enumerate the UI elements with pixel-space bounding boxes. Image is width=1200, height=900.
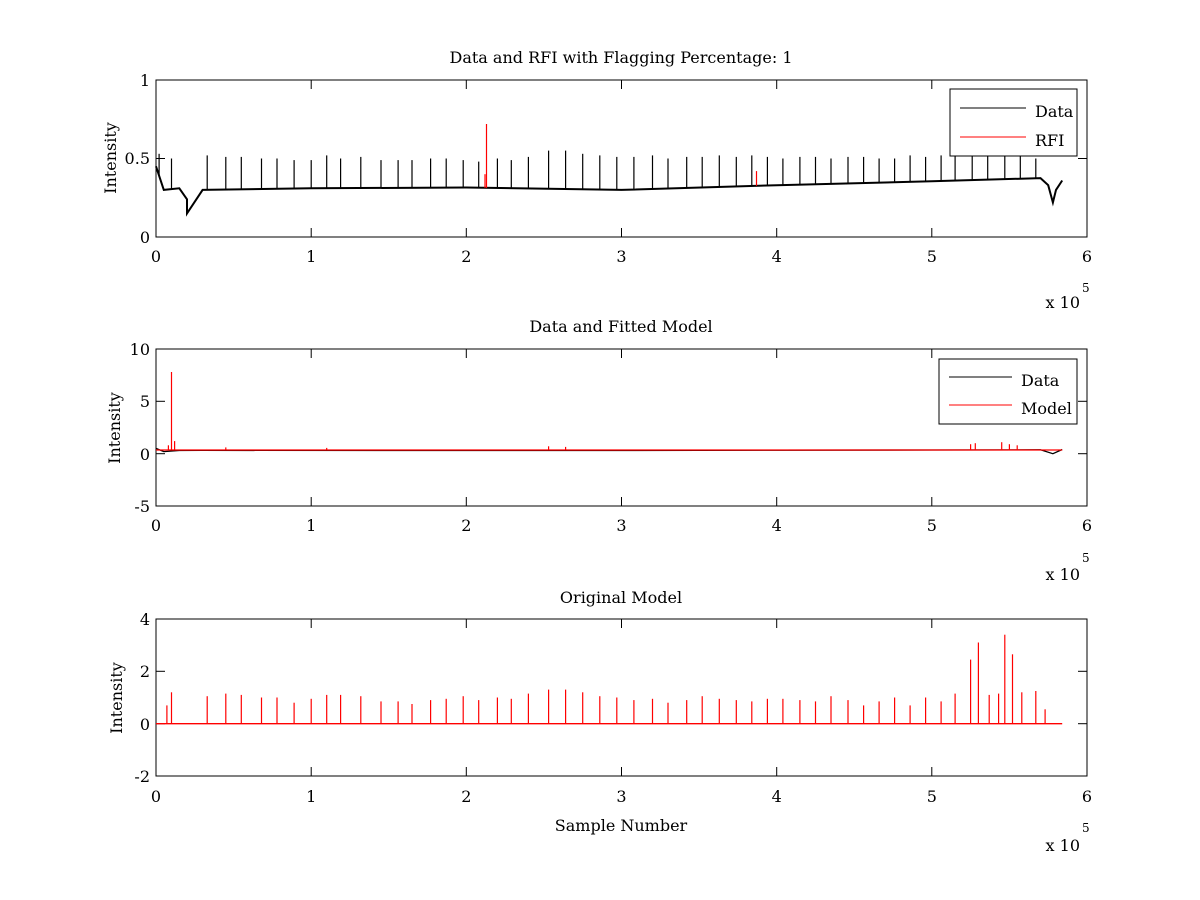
x-tick-marks (155, 349, 1088, 506)
panel-original-model: Original Model -2 0 2 4 0 1 2 3 4 5 6 Sa… (107, 588, 1092, 855)
x-tick-label: 4 (772, 787, 782, 806)
legend-label-data: Data (1035, 102, 1074, 121)
x-tick-label: 0 (151, 247, 161, 266)
x-tick-label: 5 (927, 247, 937, 266)
legend: Data Model (938, 358, 1078, 425)
x-tick-label: 5 (927, 516, 937, 535)
x-tick-label: 3 (616, 247, 626, 266)
x-tick-label: 3 (616, 787, 626, 806)
series-line-data (155, 165, 1064, 217)
x-tick-label: 2 (461, 787, 471, 806)
y-axis-label: Intensity (101, 122, 120, 194)
panel-title: Data and Fitted Model (529, 317, 712, 336)
plot-area (155, 372, 1063, 455)
x-tick-label: 1 (306, 247, 316, 266)
y-tick-marks (156, 618, 1087, 777)
x-tick-label: 0 (151, 516, 161, 535)
y-tick-marks (156, 348, 1087, 507)
x-tick-label: 2 (461, 516, 471, 535)
x-tick-label: 4 (772, 516, 782, 535)
panel-fitted-model: Data and Fitted Model -5 0 5 10 0 1 2 3 … (105, 317, 1092, 584)
y-tick-label: 2 (140, 662, 150, 681)
x-tick-label: 3 (616, 516, 626, 535)
legend-label-data: Data (1021, 371, 1060, 390)
x-multiplier-exponent: 5 (1082, 821, 1090, 835)
panel-title: Original Model (560, 588, 682, 607)
x-tick-label: 1 (306, 787, 316, 806)
x-tick-label: 1 (306, 516, 316, 535)
axes-frame (155, 79, 1088, 238)
y-tick-label: 0 (140, 445, 150, 464)
y-axis-label: Intensity (107, 662, 126, 734)
x-tick-marks (155, 80, 1088, 237)
x-multiplier: x 10 (1046, 836, 1080, 855)
x-tick-label: 6 (1082, 787, 1092, 806)
y-axis-label: Intensity (105, 392, 124, 464)
panel-title: Data and RFI with Flagging Percentage: 1 (449, 48, 792, 67)
x-tick-label: 0 (151, 787, 161, 806)
x-axis-label: Sample Number (555, 816, 688, 835)
x-multiplier: x 10 (1046, 293, 1080, 312)
x-tick-label: 2 (461, 247, 471, 266)
y-tick-label: 1 (140, 71, 150, 90)
x-tick-label: 6 (1082, 247, 1092, 266)
y-tick-label: -5 (134, 497, 150, 516)
x-tick-label: 6 (1082, 516, 1092, 535)
y-tick-label: 0 (140, 715, 150, 734)
x-multiplier: x 10 (1046, 565, 1080, 584)
legend: Data RFI (949, 88, 1078, 157)
plot-area (155, 124, 1064, 217)
legend-box (949, 88, 1078, 157)
panel-rfi: Data and RFI with Flagging Percentage: 1… (101, 48, 1092, 312)
y-tick-label: 0.5 (125, 149, 150, 168)
legend-box (938, 358, 1078, 425)
axes-frame (155, 348, 1088, 507)
y-tick-label: 0 (140, 228, 150, 247)
legend-label-rfi: RFI (1035, 131, 1064, 150)
plot-area (156, 634, 1063, 725)
legend-label-model: Model (1021, 399, 1072, 418)
y-tick-marks (156, 79, 1087, 238)
x-tick-label: 4 (772, 247, 782, 266)
x-multiplier-exponent: 5 (1082, 551, 1090, 565)
axes-frame (155, 618, 1088, 777)
y-tick-label: -2 (134, 767, 150, 786)
x-multiplier-exponent: 5 (1082, 281, 1090, 295)
x-tick-label: 5 (927, 787, 937, 806)
y-tick-label: 5 (140, 392, 150, 411)
y-tick-label: 10 (130, 340, 150, 359)
x-tick-marks (155, 619, 1088, 776)
y-tick-label: 4 (140, 610, 150, 629)
